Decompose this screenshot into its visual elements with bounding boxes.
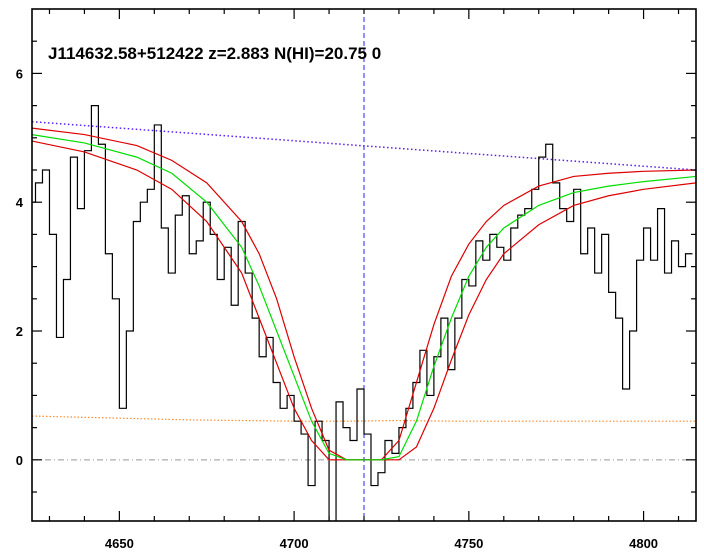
- flux-spectrum-path: [32, 105, 693, 521]
- y-tick-label: 2: [16, 324, 23, 339]
- x-tick-label: 4650: [105, 536, 134, 551]
- y-tick-label: 4: [16, 195, 24, 210]
- y-tick-label: 0: [16, 453, 23, 468]
- y-tick-label: 6: [16, 66, 23, 81]
- model-best-fit-path: [32, 133, 696, 461]
- x-tick-label: 4800: [629, 536, 658, 551]
- x-tick-label: 4750: [454, 536, 483, 551]
- x-axis: 4650 4700 4750 4800: [48, 9, 680, 551]
- flux-spectrum-line: [32, 105, 693, 521]
- x-tick-label: 4700: [280, 536, 309, 551]
- y-axis: 0 2 4 6: [16, 40, 696, 493]
- voigt-model-lines: [32, 127, 696, 461]
- chart-title: J114632.58+512422 z=2.883 N(HI)=20.75 0: [48, 44, 381, 63]
